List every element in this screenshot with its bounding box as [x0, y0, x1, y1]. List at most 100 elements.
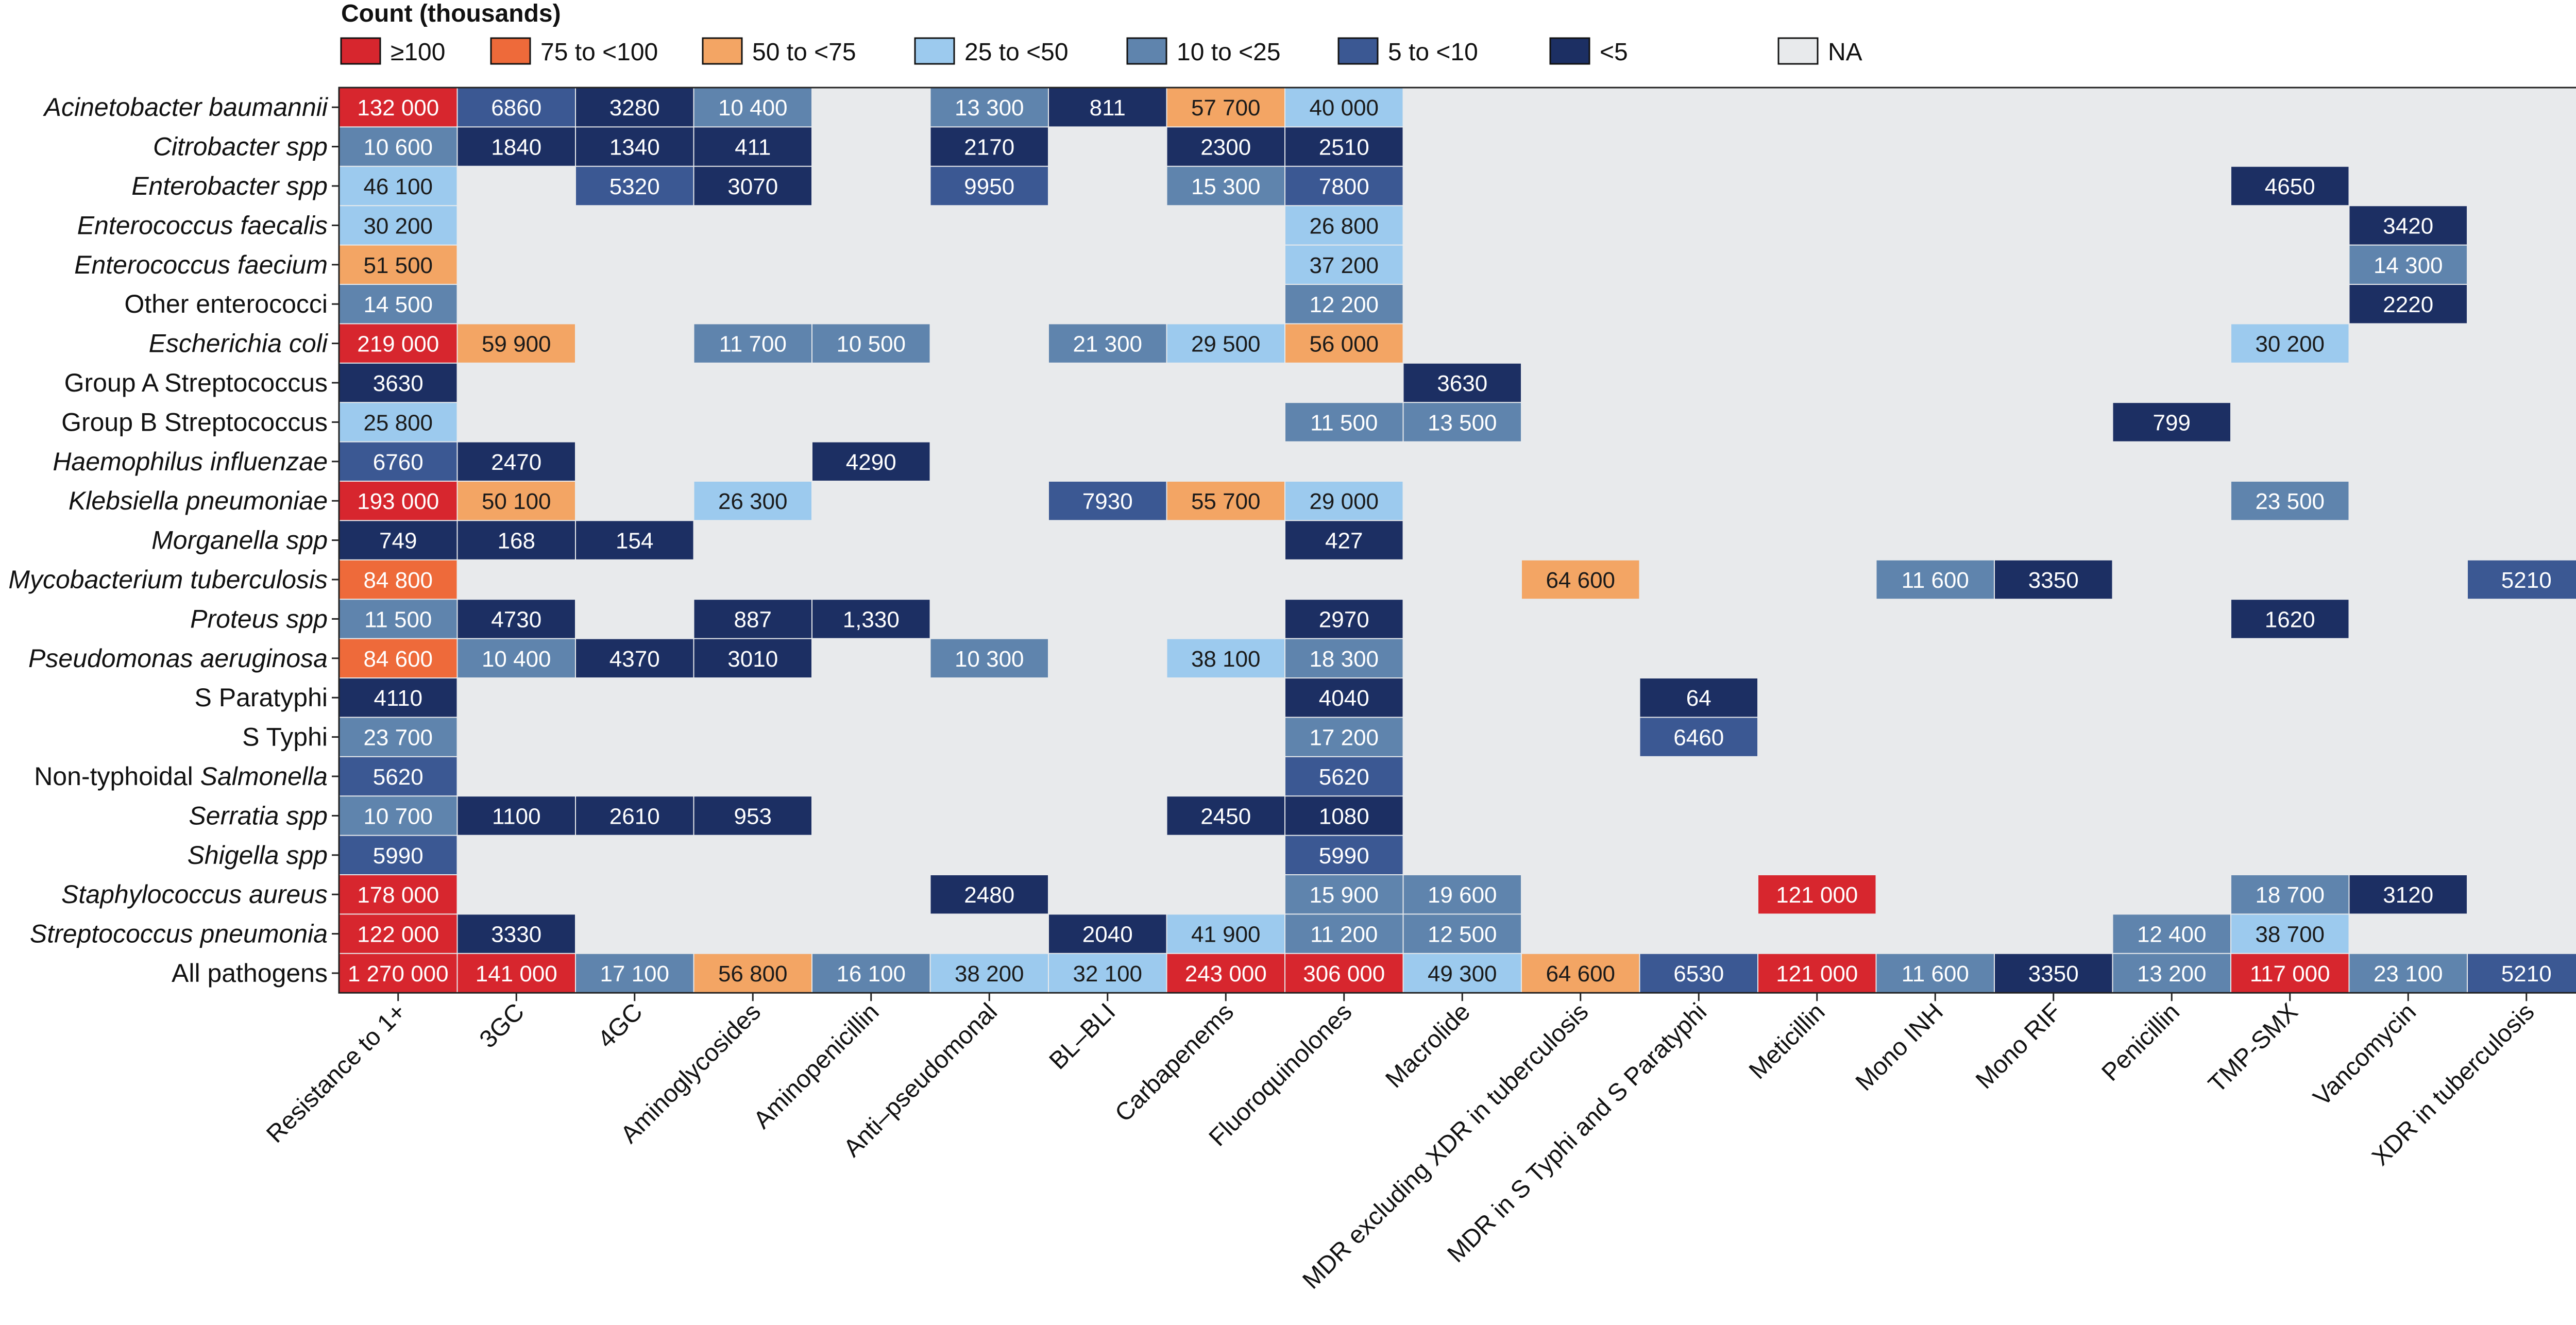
heatmap-cell	[2349, 206, 2467, 245]
heatmap-cell	[1640, 718, 1757, 756]
heatmap-cell	[1285, 324, 1403, 363]
cell-value-label: 17 100	[600, 961, 669, 987]
cell-value-label: 19 600	[1428, 882, 1497, 908]
heatmap-cell	[2468, 560, 2576, 599]
heatmap-cell	[930, 88, 1048, 127]
heatmap-cell	[1403, 954, 1521, 993]
cell-value-label: 18 700	[2255, 882, 2325, 908]
cell-value-label: 32 100	[1073, 961, 1142, 987]
row-label-s-paratyphi: S Paratyphi	[195, 683, 328, 712]
heatmap-cell	[1285, 836, 1403, 874]
cell-value-label: 38 200	[955, 961, 1024, 987]
heatmap-cell	[930, 954, 1048, 993]
heatmap-cell	[694, 166, 811, 206]
heatmap-cell	[930, 166, 1048, 206]
cell-value-label: 84 800	[363, 568, 433, 593]
heatmap-cell	[457, 482, 575, 520]
cell-value-label: 168	[498, 529, 535, 554]
legend-swatch-5-to-10	[1337, 37, 1379, 65]
column-label-penicillin: Penicillin	[2097, 998, 2185, 1086]
heatmap-cell	[1167, 954, 1284, 993]
heatmap-cell	[1522, 954, 1639, 993]
cell-value-label: 13 500	[1428, 410, 1497, 435]
cell-value-label: 40 000	[1309, 95, 1379, 121]
cell-value-label: 2300	[1200, 135, 1251, 160]
cell-value-label: 154	[616, 529, 653, 554]
heatmap-cell	[340, 166, 457, 206]
cell-value-label: 11 600	[1902, 568, 1969, 593]
cell-value-label: 26 300	[718, 489, 788, 514]
heatmap-cell	[2231, 482, 2349, 520]
heatmap-cell	[2113, 954, 2230, 993]
cell-value-label: 811	[1090, 95, 1126, 121]
heatmap-cell	[340, 363, 457, 402]
cell-value-label: 17 200	[1309, 725, 1379, 751]
heatmap-cell	[1403, 875, 1521, 914]
cell-value-label: 10 500	[836, 332, 906, 357]
heatmap-cell	[1285, 954, 1403, 993]
heatmap-cell	[576, 796, 693, 835]
heatmap-cell	[930, 875, 1048, 914]
cell-value-label: 23 700	[363, 725, 433, 751]
heatmap-cell	[340, 403, 457, 441]
cell-value-label: 6760	[373, 450, 423, 475]
cell-value-label: 12 200	[1309, 292, 1379, 317]
heatmap-cell	[694, 324, 811, 363]
legend-label: ≥100	[391, 39, 445, 66]
column-label-bl-bli: BL–BLI	[1044, 998, 1121, 1075]
heatmap-cell	[2231, 324, 2349, 363]
heatmap-cell	[457, 521, 575, 559]
heatmap-cell	[576, 88, 693, 127]
row-labels: Acinetobacter baumannii Citrobacter spp En…	[8, 93, 339, 988]
heatmap-cell	[340, 88, 457, 127]
heatmap-cell	[1049, 482, 1166, 520]
row-label-enterobacter-spp: Enterobacter spp	[131, 172, 328, 200]
heatmap-cell	[1758, 954, 1876, 993]
heatmap-cell	[1167, 482, 1284, 520]
heatmap-cell	[1167, 127, 1284, 166]
cell-value-label: 4650	[2265, 174, 2315, 199]
cell-value-label: 4370	[609, 647, 660, 672]
heatmap-cell	[694, 796, 811, 835]
heatmap-cell	[2231, 914, 2349, 953]
row-label-s-typhi: S Typhi	[242, 723, 328, 752]
legend-swatch-75-to-100	[490, 37, 531, 65]
cell-value-label: 3010	[727, 647, 778, 672]
cell-value-label: 1,330	[843, 607, 900, 632]
cell-value-label: 7800	[1319, 174, 1369, 199]
cell-value-label: 12 500	[1428, 922, 1497, 947]
cell-value-label: 2040	[1082, 922, 1133, 947]
cell-value-label: 121 000	[1776, 882, 1858, 908]
heatmap-cell	[2113, 403, 2230, 441]
heatmap-cell	[457, 600, 575, 638]
cell-value-label: 15 300	[1191, 174, 1261, 199]
heatmap-cell	[340, 324, 457, 363]
heatmap-cell	[340, 875, 457, 914]
cell-value-label: 29 000	[1309, 489, 1379, 514]
cell-value-label: 55 700	[1191, 489, 1261, 514]
heatmap-cell	[457, 324, 575, 363]
heatmap-cell	[1285, 127, 1403, 166]
heatmap-cell	[2113, 914, 2230, 953]
heatmap-cell	[1285, 206, 1403, 245]
cell-value-label: 3070	[727, 174, 778, 199]
cell-value-label: 56 000	[1309, 332, 1379, 357]
legend-title: Count (thousands)	[341, 0, 561, 27]
heatmap-cell	[1167, 324, 1284, 363]
heatmap-cell	[1285, 88, 1403, 127]
heatmap-cell	[694, 482, 811, 520]
cell-value-label: 5990	[373, 843, 423, 869]
cell-value-label: 11 200	[1310, 922, 1378, 947]
heatmap-cell	[340, 482, 457, 520]
cell-value-label: 23 100	[2374, 961, 2443, 987]
cell-value-label: 427	[1325, 529, 1363, 554]
heatmap-cell	[340, 600, 457, 638]
heatmap-cell	[457, 442, 575, 481]
cell-value-label: 4040	[1319, 686, 1369, 711]
cell-value-label: 9950	[964, 174, 1014, 199]
heatmap-cell	[694, 600, 811, 638]
heatmap-cell	[1285, 600, 1403, 638]
cell-value-label: 64	[1686, 686, 1711, 711]
heatmap-cell	[2231, 875, 2349, 914]
cell-value-label: 887	[734, 607, 772, 632]
